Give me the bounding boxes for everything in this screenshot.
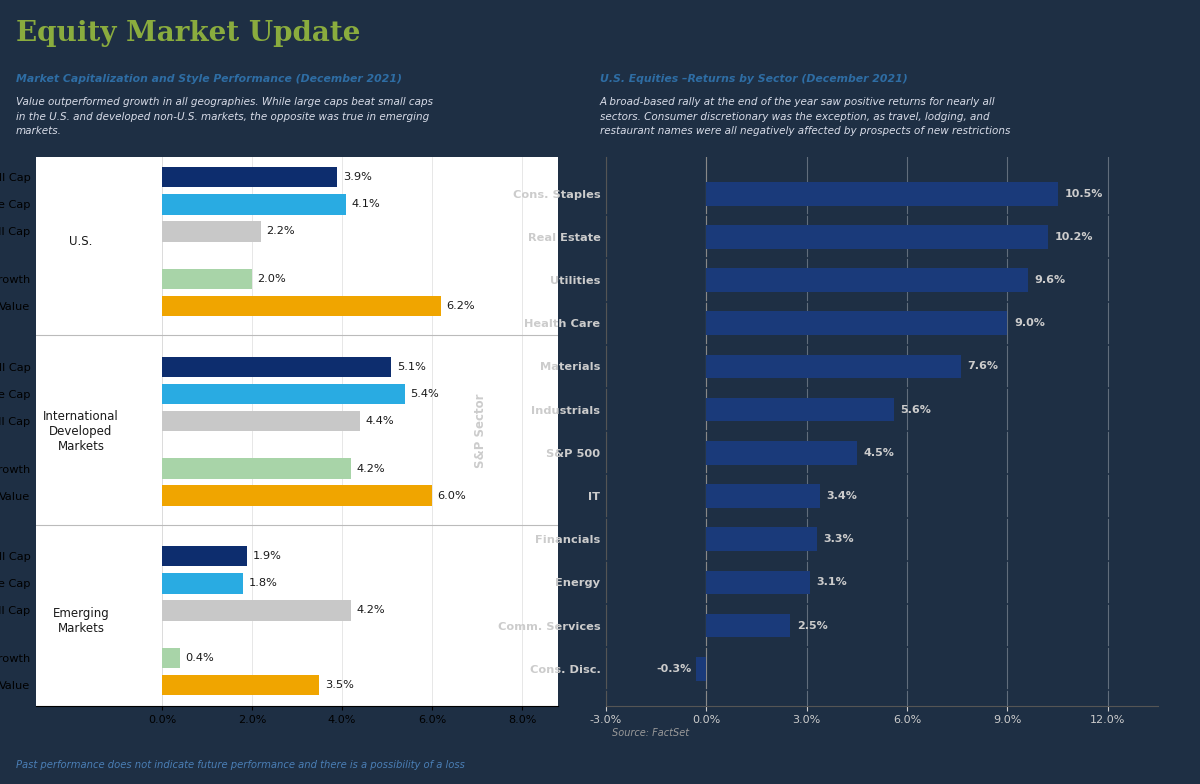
- Text: Emerging
Markets: Emerging Markets: [53, 607, 109, 635]
- Text: 4.2%: 4.2%: [356, 463, 385, 474]
- Text: 3.9%: 3.9%: [343, 172, 372, 182]
- Bar: [707, 614, 790, 637]
- Text: 2.0%: 2.0%: [257, 274, 286, 284]
- Bar: [162, 269, 252, 289]
- Bar: [162, 675, 319, 695]
- Text: 10.2%: 10.2%: [1055, 232, 1093, 241]
- Text: U.S.: U.S.: [70, 235, 92, 249]
- Bar: [162, 459, 350, 479]
- Text: 3.5%: 3.5%: [325, 681, 354, 690]
- Text: 1.8%: 1.8%: [248, 579, 277, 588]
- Bar: [162, 194, 347, 215]
- Bar: [707, 268, 1027, 292]
- Bar: [707, 311, 1008, 335]
- Y-axis label: S&P Sector: S&P Sector: [474, 394, 487, 469]
- Text: Source: FactSet: Source: FactSet: [612, 728, 689, 738]
- Bar: [162, 221, 260, 241]
- Text: 9.0%: 9.0%: [1014, 318, 1045, 328]
- Text: Value outperformed growth in all geographies. While large caps beat small caps
i: Value outperformed growth in all geograp…: [16, 97, 433, 136]
- Bar: [162, 485, 432, 506]
- Text: 7.6%: 7.6%: [967, 361, 998, 372]
- Text: 9.6%: 9.6%: [1034, 275, 1066, 285]
- Text: Past performance does not indicate future performance and there is a possibility: Past performance does not indicate futur…: [16, 760, 464, 770]
- Text: 4.2%: 4.2%: [356, 605, 385, 615]
- Text: A broad-based rally at the end of the year saw positive returns for nearly all
s: A broad-based rally at the end of the ye…: [600, 97, 1010, 136]
- Bar: [162, 167, 337, 187]
- Text: 2.5%: 2.5%: [797, 621, 828, 630]
- Text: 5.6%: 5.6%: [900, 405, 931, 415]
- Bar: [707, 182, 1057, 205]
- Bar: [707, 225, 1048, 249]
- Text: 10.5%: 10.5%: [1064, 189, 1103, 198]
- Text: 4.5%: 4.5%: [864, 448, 894, 458]
- Text: 4.1%: 4.1%: [352, 199, 380, 209]
- Text: International
Developed
Markets: International Developed Markets: [43, 410, 119, 452]
- Text: U.S. Equities –Returns by Sector (December 2021): U.S. Equities –Returns by Sector (Decemb…: [600, 74, 907, 84]
- Text: 4.4%: 4.4%: [365, 416, 394, 426]
- Text: 6.2%: 6.2%: [446, 301, 475, 311]
- Text: 3.1%: 3.1%: [817, 577, 847, 587]
- Text: 2.2%: 2.2%: [266, 227, 295, 237]
- Bar: [162, 648, 180, 668]
- Bar: [707, 571, 810, 594]
- Bar: [162, 411, 360, 431]
- Bar: [707, 484, 820, 508]
- Text: 5.1%: 5.1%: [397, 361, 426, 372]
- Bar: [707, 354, 961, 379]
- Text: Market Capitalization and Style Performance (December 2021): Market Capitalization and Style Performa…: [16, 74, 402, 84]
- Bar: [696, 657, 707, 681]
- Bar: [707, 397, 894, 422]
- Bar: [707, 528, 817, 551]
- Bar: [162, 296, 440, 317]
- Text: 0.4%: 0.4%: [185, 653, 214, 663]
- Text: 3.3%: 3.3%: [823, 534, 854, 544]
- Bar: [162, 383, 404, 404]
- Bar: [162, 601, 350, 621]
- Bar: [162, 357, 391, 377]
- Bar: [162, 573, 242, 593]
- Bar: [162, 546, 247, 567]
- Bar: [707, 441, 857, 465]
- Text: 6.0%: 6.0%: [437, 491, 466, 501]
- Text: 5.4%: 5.4%: [410, 389, 439, 399]
- Text: 1.9%: 1.9%: [253, 551, 282, 561]
- Text: Equity Market Update: Equity Market Update: [16, 20, 360, 46]
- Text: 3.4%: 3.4%: [827, 491, 858, 501]
- Text: -0.3%: -0.3%: [656, 664, 691, 673]
